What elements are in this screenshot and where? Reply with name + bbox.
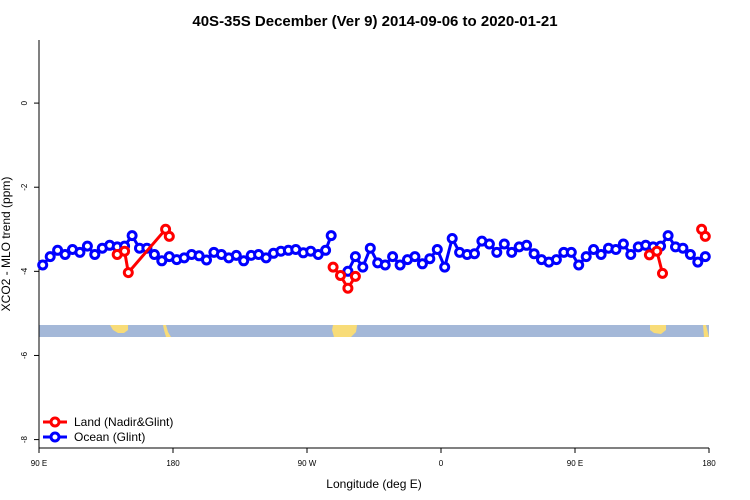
series-ocean-point [617,238,629,250]
y-axis-ticks: 0 -2 -4 -6 -8 [20,100,39,443]
series-ocean-point [394,259,406,271]
x-tick-label: 180 [166,459,180,468]
legend: Land (Nadir&Glint) Ocean (Glint) [43,415,173,444]
x-axis-label: Longitude (deg E) [326,477,421,491]
series-land-point [335,270,346,281]
series-land-point [651,245,663,257]
series-ocean-point [677,242,689,254]
x-tick-label: 90 E [31,459,47,468]
series-ocean-point [349,251,361,263]
series-land-point [342,282,354,294]
series-ocean-point [148,249,160,260]
series-ocean-point [424,253,436,265]
series-land-point [163,230,175,242]
series-ocean-point [126,230,138,242]
legend-ocean-label: Ocean (Glint) [74,430,145,444]
series-ocean-point [506,246,518,258]
legend-item-ocean: Ocean (Glint) [43,430,145,444]
series-ocean-point [573,259,585,271]
y-tick-label: -4 [20,267,29,275]
chart-title: 40S-35S December (Ver 9) 2014-09-06 to 2… [192,13,557,30]
series-ocean-point [320,244,332,256]
legend-land-label: Land (Nadir&Glint) [74,415,173,429]
series-ocean-point [625,249,637,260]
y-tick-label: 0 [20,100,29,105]
series-ocean-point [44,251,56,263]
series-ocean-point [662,230,674,242]
series-land-point [349,270,361,282]
series-ocean-point [201,254,212,266]
series-ocean-point [364,242,376,254]
map-land-australia-right [650,325,666,334]
series-land-point [119,245,131,257]
map-land-new-zealand-right [703,325,709,337]
series-ocean-point [409,251,421,263]
y-tick-label: -2 [20,183,29,191]
series-ocean-point [379,259,391,271]
series-ocean-point [580,251,592,263]
series-ocean-point [325,230,337,242]
series-layer [37,223,711,294]
series-ocean-point [238,255,250,267]
map-land-australia [110,325,128,333]
y-tick-label: -6 [20,351,29,359]
series-ocean-point [431,244,443,255]
legend-land-marker [49,416,61,428]
series-ocean-point [699,251,711,263]
series-ocean-point [469,248,480,260]
series-ocean-point [416,258,428,270]
y-tick-label: -8 [20,435,29,443]
series-ocean-point [491,246,503,258]
map-ocean-strip [39,325,709,337]
series-land-point [327,261,339,273]
series-ocean-point [81,240,93,252]
series-ocean-point [528,248,540,260]
map-land-new-zealand [163,325,171,337]
series-ocean-point [588,244,600,255]
y-axis-label: XCO2 - MLO trend (ppm) [0,177,13,312]
legend-item-land: Land (Nadir&Glint) [43,415,173,429]
x-tick-label: 180 [702,459,716,468]
map-land-south-america [332,325,357,337]
series-ocean-point [74,246,86,258]
series-ocean-point [595,249,607,260]
series-ocean-point [37,259,49,271]
series-land-point [699,230,711,242]
series-land [111,223,711,294]
plot-frame [38,40,709,449]
series-ocean-point [521,239,533,251]
series-land-point [122,267,134,279]
series-ocean-point [550,254,562,266]
series-ocean-point [610,244,622,255]
x-tick-label: 0 [439,459,444,468]
series-ocean-point [483,238,495,250]
map-band [39,325,709,337]
series-ocean-point [230,249,242,261]
series-ocean-point [446,233,458,244]
series-ocean-point [439,261,451,273]
series-ocean-point [260,252,272,264]
series-ocean [37,230,711,277]
series-ocean-point [684,249,696,260]
series-ocean-point [692,256,704,268]
series-ocean-point [59,249,71,260]
series-ocean-point [89,249,101,260]
series-land-line [331,266,357,290]
series-ocean-point [498,238,510,250]
series-ocean-point [357,261,369,273]
series-ocean-point [565,246,577,258]
x-tick-label: 90 W [298,459,317,468]
series-land-point [657,267,668,279]
legend-ocean-marker [49,431,61,443]
x-axis-ticks: 90 E 180 90 W 0 90 E 180 [31,448,716,468]
x-tick-label: 90 E [567,459,583,468]
series-ocean-point [387,251,399,263]
